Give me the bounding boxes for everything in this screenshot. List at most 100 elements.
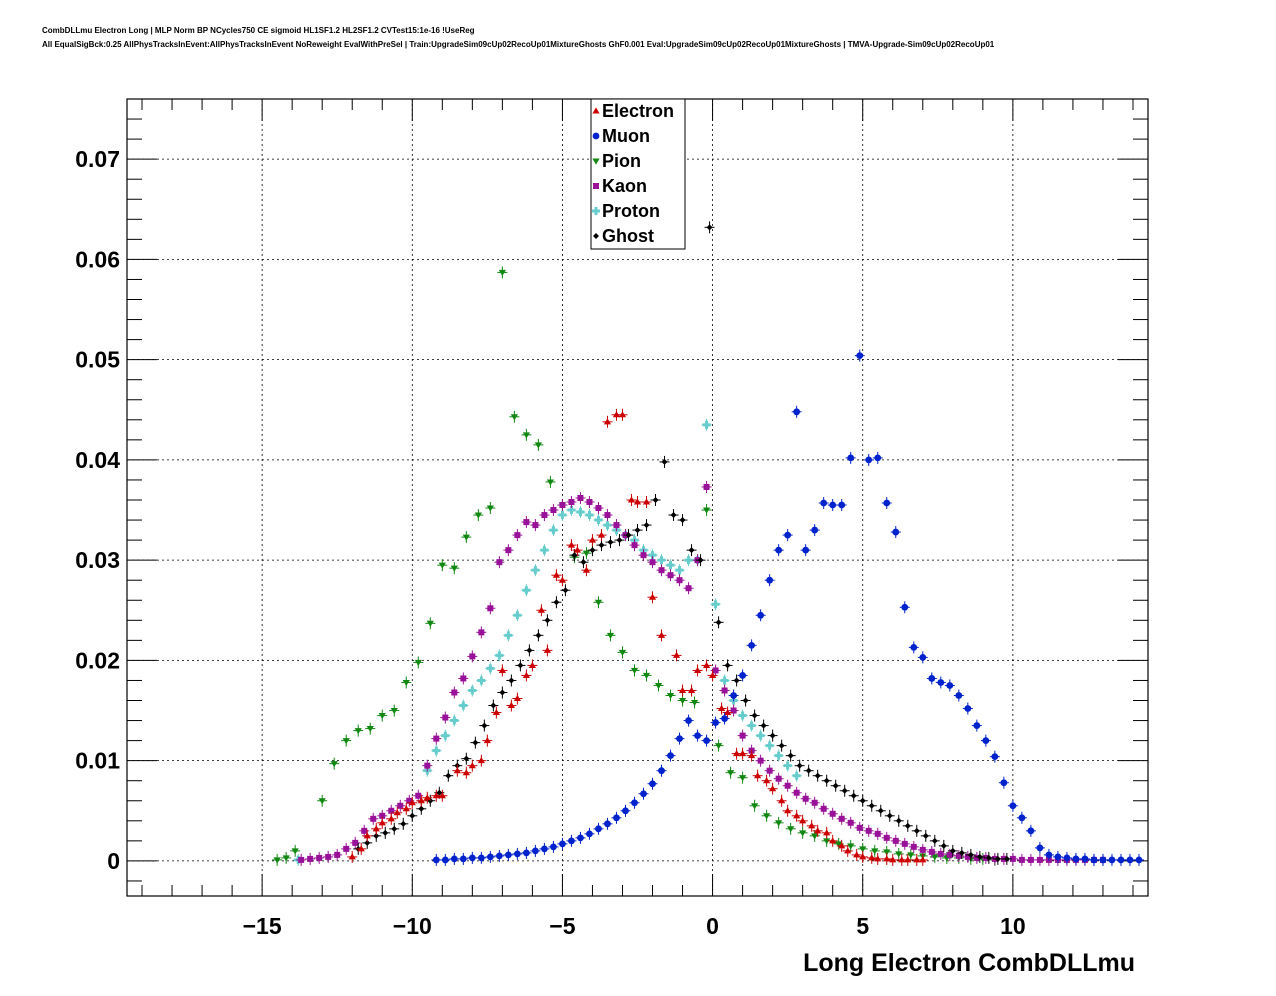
kaon-point xyxy=(503,544,514,557)
muon-point xyxy=(566,834,577,847)
muon-point xyxy=(899,601,910,614)
ghost-point xyxy=(911,824,922,837)
proton-point xyxy=(674,564,685,577)
kaon-point xyxy=(899,837,910,850)
ghost-point xyxy=(497,686,508,699)
electron-point xyxy=(506,699,517,712)
ghost-point xyxy=(641,519,652,532)
ghost-point xyxy=(605,536,616,549)
legend-marker-muon xyxy=(592,132,600,140)
muon-point xyxy=(854,349,865,362)
electron-point xyxy=(566,539,577,552)
muon-point xyxy=(1106,853,1117,866)
pion-point xyxy=(641,669,652,682)
ghost-point xyxy=(407,809,418,822)
electron-point xyxy=(371,822,382,835)
muon-point xyxy=(1070,852,1081,865)
muon-point xyxy=(1052,850,1063,863)
electron-point xyxy=(617,408,628,421)
ghost-point xyxy=(749,709,760,722)
ghost-point xyxy=(587,544,598,557)
proton-point xyxy=(773,749,784,762)
kaon-point xyxy=(296,853,307,866)
proton-point xyxy=(485,662,496,675)
pion-point xyxy=(665,689,676,702)
electron-point xyxy=(746,749,757,762)
x-tick-label: 5 xyxy=(856,913,869,939)
electron-point xyxy=(401,802,412,815)
kaon-point xyxy=(827,807,838,820)
pion-point xyxy=(761,809,772,822)
muon-point xyxy=(800,544,811,557)
ghost-point xyxy=(731,674,742,687)
electron-point xyxy=(491,706,502,719)
kaon-point xyxy=(350,836,361,849)
ghost-point xyxy=(632,524,643,537)
electron-point xyxy=(917,853,928,866)
muon-point xyxy=(638,787,649,800)
ghost-point xyxy=(533,629,544,642)
ghost-point xyxy=(983,851,994,864)
electron-point xyxy=(482,734,493,747)
y-tick-label: 0 xyxy=(107,848,120,874)
pion-point xyxy=(461,531,472,544)
electron-point xyxy=(476,754,487,767)
muon-point xyxy=(629,796,640,809)
muon-point xyxy=(1133,853,1144,866)
pion-point xyxy=(317,794,328,807)
kaon-point xyxy=(1034,853,1045,866)
kaon-point xyxy=(728,704,739,717)
proton-point xyxy=(548,524,559,537)
kaon-point xyxy=(467,650,478,663)
muon-point xyxy=(944,679,955,692)
kaon-point xyxy=(908,840,919,853)
electron-point xyxy=(392,806,403,819)
muon-point xyxy=(476,851,487,864)
kaon-point xyxy=(449,686,460,699)
muon-point xyxy=(1025,824,1036,837)
pion-point xyxy=(713,739,724,752)
kaon-point xyxy=(305,852,316,865)
kaon-point xyxy=(845,816,856,829)
y-tick-label: 0.03 xyxy=(75,547,120,573)
pion-point xyxy=(281,851,292,864)
muon-point xyxy=(827,499,838,512)
proton-point xyxy=(683,554,694,567)
axis-ticks xyxy=(127,98,1148,896)
kaon-point xyxy=(773,772,784,785)
muon-point xyxy=(1016,811,1027,824)
legend-marker-kaon xyxy=(593,183,599,189)
data-markers xyxy=(272,221,1144,866)
kaon-point xyxy=(647,556,658,569)
legend-entry-ghost: Ghost xyxy=(593,226,654,246)
muon-point xyxy=(620,804,631,817)
ghost-point xyxy=(686,544,697,557)
electron-point xyxy=(416,794,427,807)
kaon-point xyxy=(395,799,406,812)
kaon-point xyxy=(1016,853,1027,866)
proton-point xyxy=(701,418,712,431)
muon-point xyxy=(764,574,775,587)
ghost-point xyxy=(677,514,688,527)
electron-point xyxy=(827,834,838,847)
pion-point xyxy=(737,771,748,784)
muon-point xyxy=(998,776,1009,789)
pion-point xyxy=(509,410,520,423)
electron-point xyxy=(527,659,538,672)
proton-point xyxy=(584,509,595,522)
ghost-point xyxy=(722,659,733,672)
legend-label-muon: Muon xyxy=(602,126,650,146)
muon-point xyxy=(440,853,451,866)
electron-point xyxy=(356,842,367,855)
pion-point xyxy=(272,853,283,866)
ghost-point xyxy=(380,826,391,839)
muon-point xyxy=(1115,853,1126,866)
muon-point xyxy=(494,849,505,862)
ghost-point xyxy=(893,814,904,827)
legend-entry-pion: Pion xyxy=(592,151,641,171)
pion-point xyxy=(629,664,640,677)
electron-point xyxy=(536,604,547,617)
proton-point xyxy=(593,514,604,527)
proton-point xyxy=(656,554,667,567)
muon-point xyxy=(458,852,469,865)
